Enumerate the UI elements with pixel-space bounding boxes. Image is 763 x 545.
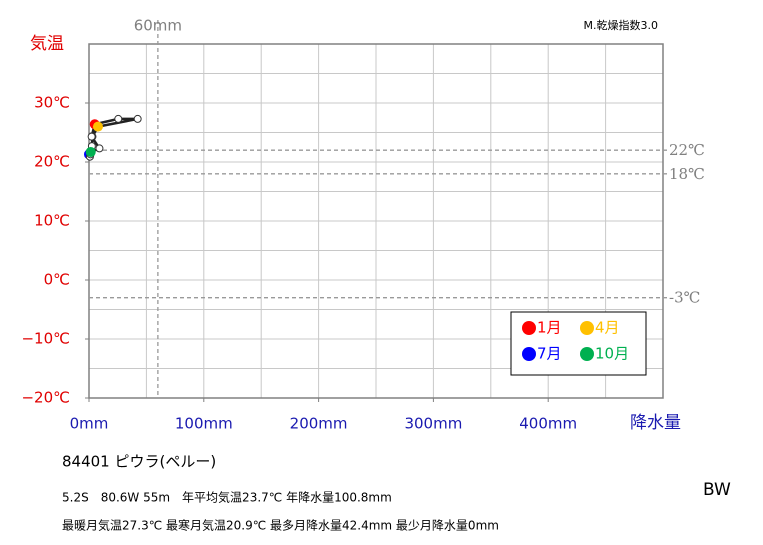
month-point: [87, 132, 96, 141]
legend-swatch: [522, 321, 536, 335]
climate-code: BW: [703, 480, 731, 500]
month-point: [114, 114, 123, 123]
reference-label: 22℃: [669, 141, 705, 159]
y-tick-label: −20℃: [21, 389, 70, 407]
legend-label: 4月: [595, 319, 620, 337]
month-point: [85, 146, 96, 157]
x-axis-label: 降水量: [630, 413, 681, 433]
month-point: [95, 144, 104, 153]
reference-label: 60mm: [134, 17, 182, 35]
y-tick-label: 30℃: [34, 94, 70, 112]
info-line: 5.2S 80.6W 55m 年平均気温23.7℃ 年降水量100.8mm: [62, 490, 392, 505]
x-tick-label: 200mm: [290, 415, 348, 433]
month-point: [92, 121, 103, 132]
y-tick-label: 20℃: [34, 153, 70, 171]
y-tick-label: −10℃: [21, 330, 70, 348]
reference-label: -3℃: [669, 289, 700, 307]
index-label: M.乾燥指数3.0: [584, 18, 658, 32]
x-tick-label: 0mm: [70, 415, 109, 433]
reference-label: 18℃: [669, 165, 705, 183]
legend-swatch: [580, 321, 594, 335]
legend: 1月 4月 7月 10月: [510, 311, 647, 376]
legend-label: 1月: [537, 319, 562, 337]
y-tick-label: 0℃: [44, 271, 70, 289]
y-tick-label: 10℃: [34, 212, 70, 230]
x-tick-label: 400mm: [519, 415, 577, 433]
y-axis-label: 気温: [30, 34, 64, 54]
x-tick-label: 100mm: [175, 415, 233, 433]
legend-swatch: [522, 347, 536, 361]
legend-swatch: [580, 347, 594, 361]
legend-box: [510, 311, 647, 376]
legend-label: 7月: [537, 345, 562, 363]
info-line: 最暖月気温27.3℃ 最寒月気温20.9℃ 最多月降水量42.4mm 最少月降水…: [62, 518, 499, 533]
legend-label: 10月: [595, 345, 629, 363]
month-point: [133, 114, 142, 123]
x-tick-label: 300mm: [404, 415, 462, 433]
chart-title: 84401 ピウラ(ペルー): [62, 453, 216, 471]
